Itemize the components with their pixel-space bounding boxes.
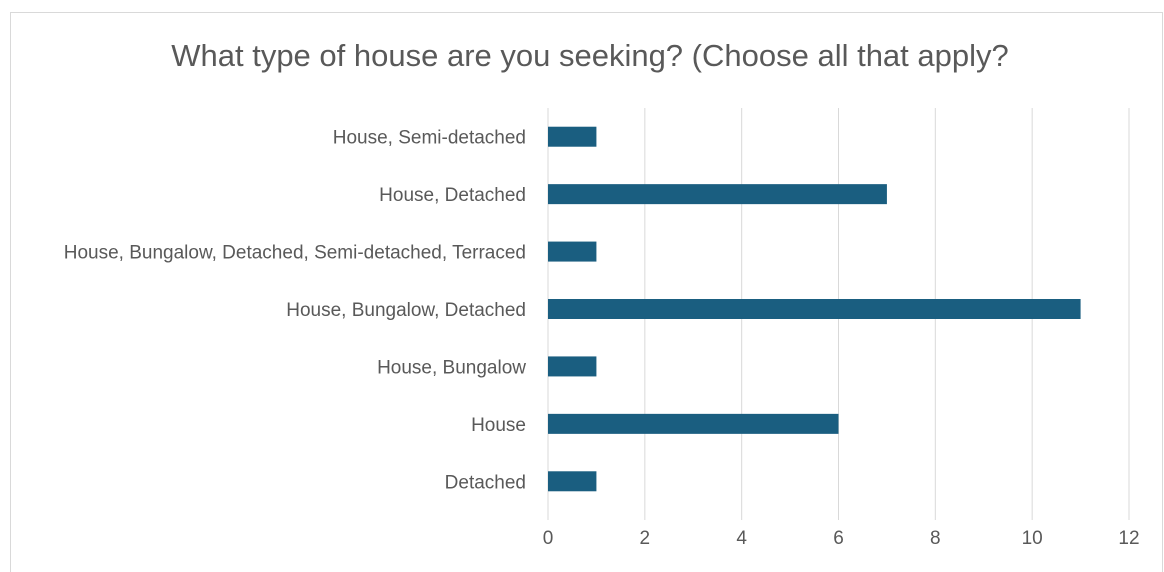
x-tick-label: 0 — [543, 528, 554, 549]
category-label: House, Bungalow, Detached, Semi-detached… — [64, 243, 526, 264]
bar — [548, 184, 887, 205]
x-tick-label: 2 — [640, 528, 651, 549]
x-tick-label: 4 — [736, 528, 747, 549]
bar — [548, 356, 597, 377]
bar — [548, 413, 839, 434]
x-tick-label: 8 — [930, 528, 941, 549]
bar-chart: What type of house are you seeking? (Cho… — [64, 38, 1140, 549]
category-label: House, Bungalow — [377, 357, 526, 378]
category-label: House, Bungalow, Detached — [286, 300, 526, 321]
bar — [548, 299, 1081, 319]
bars — [548, 126, 1081, 492]
bar — [548, 241, 597, 262]
category-label: House, Detached — [379, 185, 526, 206]
category-label: House, Semi-detached — [333, 128, 526, 149]
x-axis-tick-labels: 0 2 4 6 8 10 12 — [543, 528, 1140, 549]
bar — [548, 471, 597, 492]
category-label: Detached — [445, 472, 526, 493]
category-label: House — [471, 415, 526, 436]
bar — [548, 126, 597, 147]
chart-title: What type of house are you seeking? (Cho… — [171, 38, 1009, 73]
x-tick-label: 10 — [1022, 528, 1043, 549]
category-labels: House, Semi-detached House, Detached House… — [64, 128, 527, 494]
x-tick-label: 12 — [1118, 528, 1139, 549]
x-tick-label: 6 — [833, 528, 844, 549]
